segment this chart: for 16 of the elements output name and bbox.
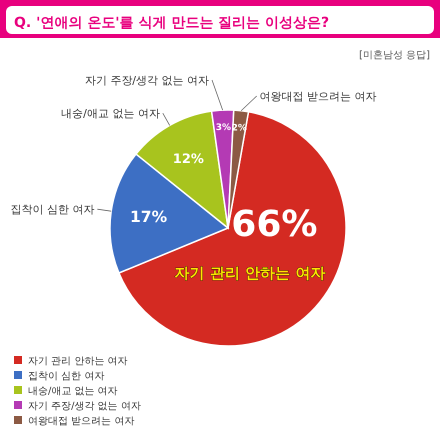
- legend-label: 자기 주장/생각 없는 여자: [28, 401, 141, 412]
- legend-label: 여왕대접 받으려는 여자: [28, 416, 134, 427]
- legend-label: 내숭/애교 없는 여자: [28, 386, 118, 397]
- data-label: 17%: [130, 208, 168, 226]
- legend-label: 집착이 심한 여자: [28, 371, 104, 382]
- data-label: 3%: [216, 122, 232, 133]
- chart-subtitle: [미혼남성 응답]: [359, 50, 430, 61]
- legend-label: 자기 관리 안하는 여자: [28, 356, 128, 367]
- slice-label: 내숭/애교 없는 여자: [61, 107, 160, 120]
- slice-label: 여왕대접 받으려는 여자: [260, 90, 377, 103]
- chart-title: Q. '연애의 온도'를 식게 만드는 질리는 이성상은?: [14, 15, 330, 31]
- slice-label: 자기 관리 안하는 여자: [174, 264, 326, 282]
- data-label: 66%: [231, 204, 318, 245]
- slice-label: 자기 주장/생각 없는 여자: [84, 74, 210, 87]
- slice-label: 집착이 심한 여자: [10, 203, 94, 216]
- data-label: 12%: [172, 152, 204, 167]
